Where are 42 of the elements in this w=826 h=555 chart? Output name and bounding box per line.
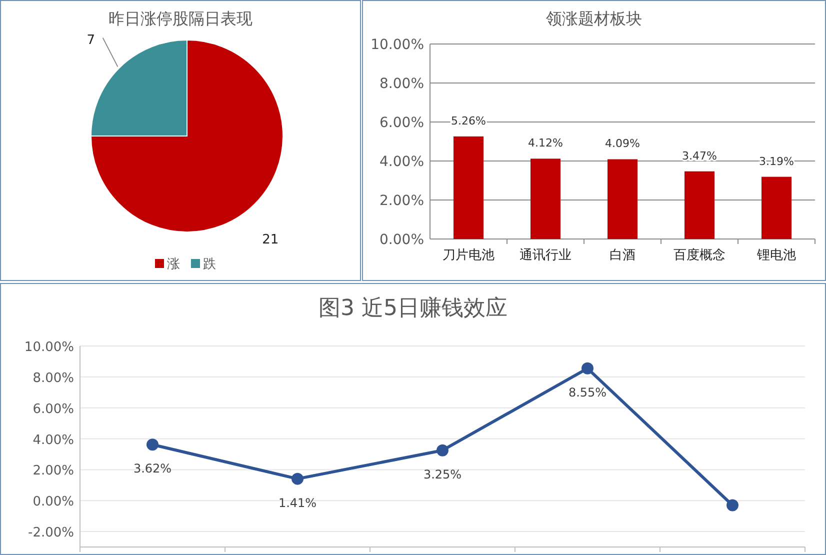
x-tick-label: 通讯行业 (520, 248, 572, 263)
bar (608, 159, 638, 239)
y-tick-label: 6.00% (32, 402, 74, 417)
legend-label: 涨 (167, 257, 180, 272)
bar (684, 171, 714, 239)
y-tick-label: 8.00% (32, 370, 74, 386)
bar (454, 136, 484, 239)
point (726, 499, 738, 512)
y-tick-label: 0.00% (32, 494, 74, 510)
text: 3.62% (133, 462, 172, 476)
y-tick-label: 6.00% (380, 115, 424, 131)
y-tick-label: 2.00% (32, 464, 74, 479)
text: 8.55% (568, 385, 607, 400)
data-label: 3.47% (682, 149, 717, 162)
data-label: 4.12% (528, 136, 563, 150)
point (436, 444, 448, 456)
data-label: 4.09% (605, 137, 640, 150)
y-tick-label: 4.00% (380, 154, 424, 170)
y-tick-label: 10.00% (24, 340, 74, 355)
data-label: 7 (86, 32, 95, 48)
point (292, 472, 304, 485)
point (582, 362, 594, 374)
data-label: 21 (262, 232, 279, 248)
x-tick-label: 锂电池 (756, 248, 796, 263)
legend-label: 跌 (203, 257, 216, 272)
y-tick-label: 10.00% (370, 37, 424, 53)
x-tick-label: 百度概念 (674, 247, 726, 263)
chart-title: 领涨题材板块 (546, 9, 642, 28)
x-tick-label: 白酒 (610, 248, 636, 263)
text: 3.25% (423, 467, 462, 482)
bar (530, 158, 560, 239)
point (146, 438, 158, 451)
chart-title: 昨日涨停股隔日表现 (108, 9, 252, 28)
y-tick-label: 4.00% (32, 432, 74, 448)
y-tick-label: 8.00% (380, 76, 424, 92)
y-tick-label: -2.00% (28, 526, 74, 541)
bar (762, 176, 792, 239)
y-tick-label: 2.00% (380, 193, 424, 209)
text: 1.41% (278, 496, 317, 510)
chart-title: 图3 近5日赚钱效应 (318, 296, 508, 321)
x-tick-label: 刀片电池 (442, 248, 494, 263)
y-tick-label: 0.00% (380, 232, 424, 248)
